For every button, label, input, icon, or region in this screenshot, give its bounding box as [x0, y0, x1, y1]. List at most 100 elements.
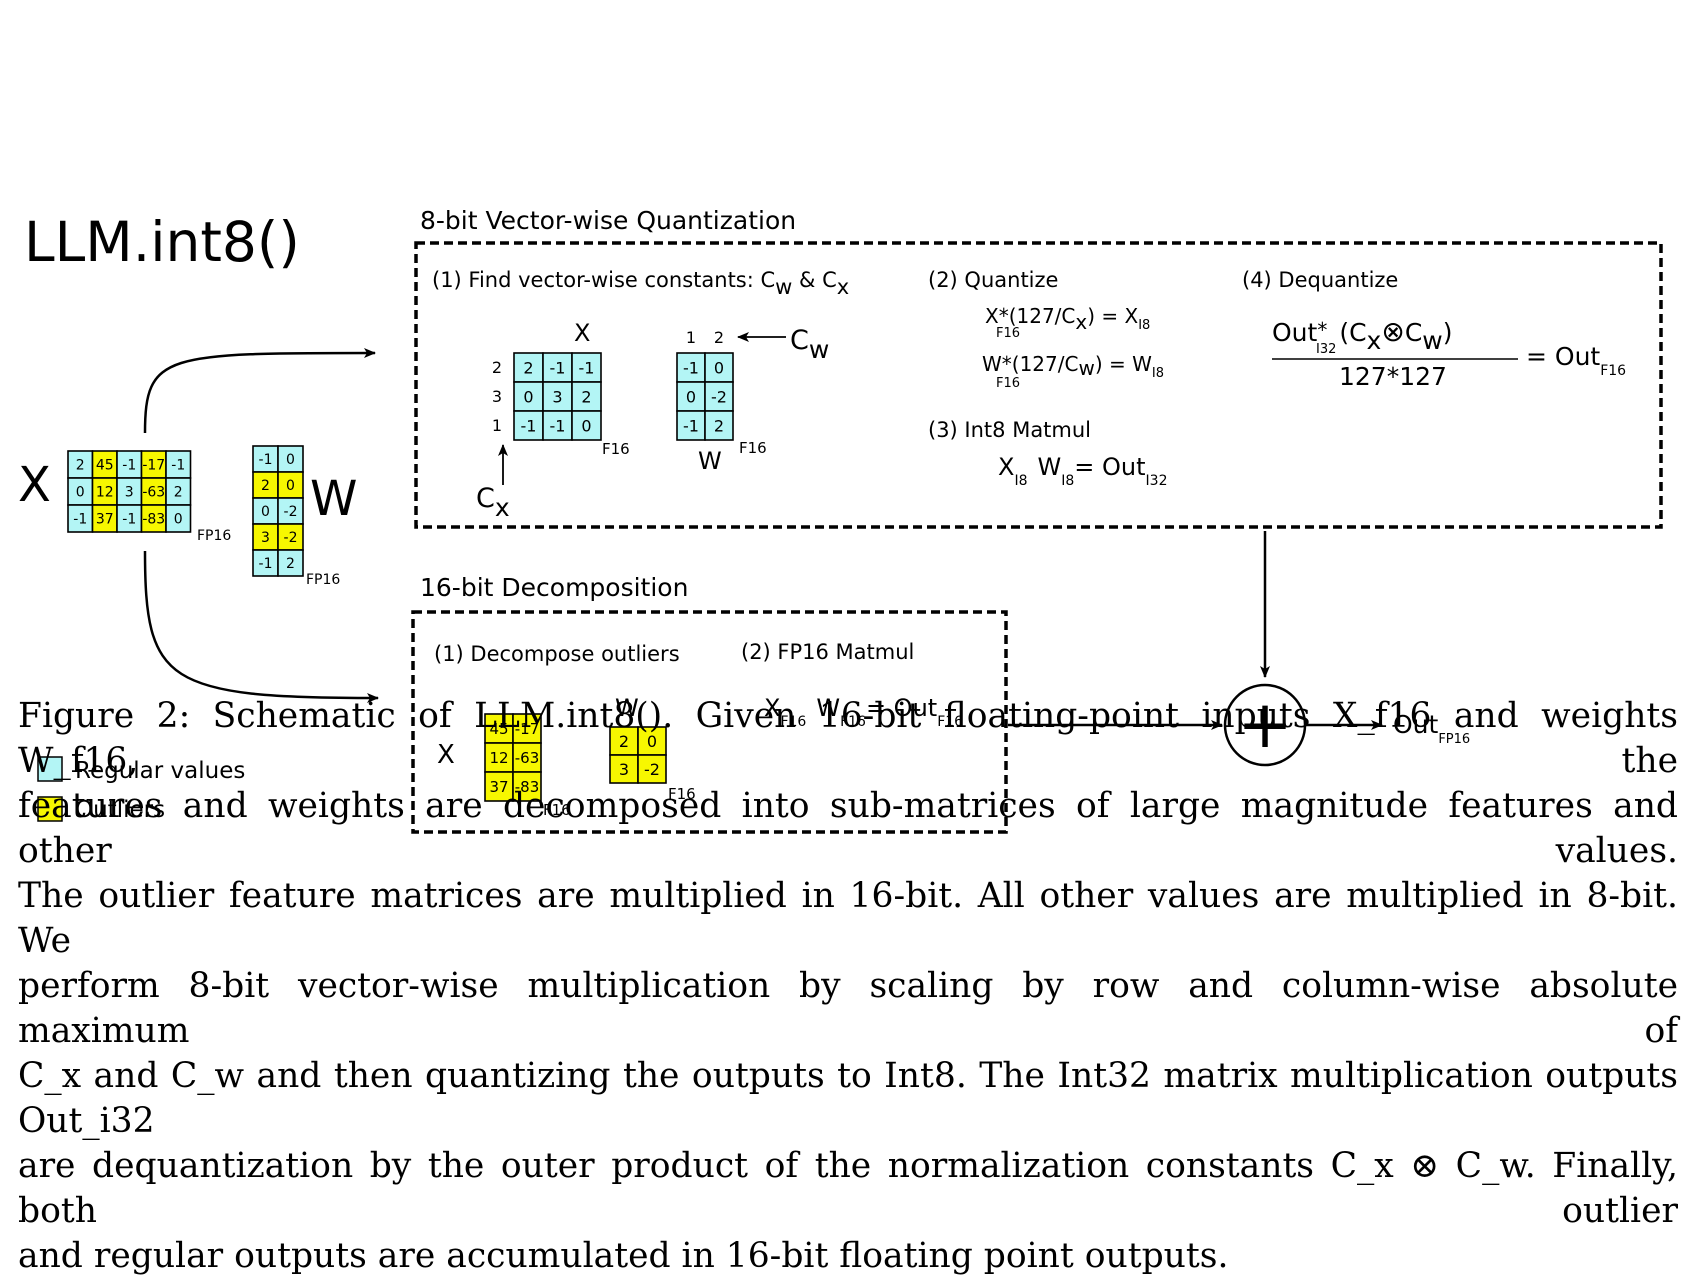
matrix-cell-value: 45 [489, 720, 508, 738]
decomp-step1: (1) Decompose outliers [434, 642, 680, 666]
dequant-result: = OutF16 [1526, 342, 1626, 379]
cx-label: Cx [476, 483, 510, 522]
arrow-to-quantization [143, 348, 376, 434]
quantize-w-eq: W*(127/Cw) = WI8 [982, 352, 1164, 381]
matrix-cell-value: -63 [515, 749, 540, 767]
decomp-w-label: W [615, 694, 639, 722]
matrix-cell [484, 771, 514, 802]
arrow-to-decomposition [143, 550, 379, 703]
quant-w-dtype: F16 [739, 439, 767, 457]
matrix-cell-value: 37 [96, 512, 114, 528]
matrix-cell-value: 2 [714, 416, 724, 435]
dequant-numerator-sub: I32 [1316, 342, 1336, 357]
scaling-constant: 2 [492, 358, 502, 377]
scaling-constant: 2 [714, 328, 724, 347]
matrix-cell-value: 2 [261, 478, 270, 494]
fp16-matmul-eq: XF16 WF16= OutF16 [764, 694, 963, 730]
decomp-title: 16-bit Decomposition [420, 573, 688, 602]
matrix-cell-value: 0 [174, 512, 183, 528]
matrix-cell-value: -1 [259, 556, 273, 572]
matrix-cell-value: -17 [515, 720, 540, 738]
figure-caption: Figure 2: Schematic of LLM.int8(). Given… [18, 694, 1678, 1279]
matrix-cell [637, 754, 667, 784]
matrix-cell-value: 2 [581, 387, 591, 406]
matrix-cell [252, 471, 279, 499]
input-x-matrix: 2 45 -1 -17 -1 0 12 3 -63 2 -1 37 -1 -83 0 [67, 450, 192, 533]
matrix-cell-value: 2 [523, 358, 533, 377]
matrix-cell-value: -1 [259, 452, 273, 468]
matrix-cell [116, 504, 143, 533]
matrix-cell [277, 471, 304, 499]
quantize-x-eq-sub: F16 [996, 326, 1020, 341]
matrix-cell-value: -1 [579, 358, 595, 377]
matrix-cell-value: -1 [73, 512, 87, 528]
legend-outlier-label: Outliers [75, 797, 165, 823]
matrix-cell-value: 0 [261, 504, 270, 520]
matrix-cell [252, 549, 279, 577]
matrix-cell [676, 410, 706, 441]
matrix-cell-value: -1 [521, 416, 537, 435]
caption-line: are dequantization by the outer product … [18, 1146, 1678, 1231]
quant-x-label: X [574, 319, 590, 347]
caption-line: features and weights are decomposed into… [18, 786, 1678, 871]
decomp-step2: (2) FP16 Matmul [741, 640, 914, 664]
matrix-cell [676, 352, 706, 383]
matrix-cell [704, 410, 734, 441]
figure-diagram: LLM.int8() X 2 45 -1 -17 -10 12 3 -63 2-1 37 -1 -83… [18, 206, 1663, 834]
matrix-cell-value: -1 [122, 512, 136, 528]
decomp-x-matrix: 45 -17 12 -63 37 -83 [484, 713, 542, 802]
scaling-constant: 1 [686, 328, 696, 347]
quant-step1: (1) Find vector-wise constants: Cw & Cx [432, 268, 849, 299]
figure-title: LLM.int8() [24, 210, 300, 274]
input-w-dtype: FP16 [306, 572, 340, 588]
quant-box [414, 241, 1663, 529]
matrix-cell-value: 0 [286, 478, 295, 494]
matrix-cell-value: 0 [76, 485, 85, 501]
matrix-cell [609, 754, 639, 784]
input-w-label: W [310, 471, 357, 527]
matrix-cell-value: -1 [171, 458, 185, 474]
dequant-numerator: Out* (Cx⊗Cw) [1272, 315, 1453, 355]
quant-title: 8-bit Vector-wise Quantization [420, 206, 796, 235]
decomp-x-label: X [437, 740, 455, 770]
input-x-label: X [18, 457, 51, 513]
legend-regular-label: Regular values [75, 758, 245, 784]
matrix-cell [140, 504, 167, 533]
matrix-cell-value: 0 [714, 358, 724, 377]
matrix-cell-value: -1 [122, 458, 136, 474]
matrix-cell [277, 445, 304, 473]
output-label: OutFP16 [1393, 710, 1470, 747]
decomp-w-matrix: 2 03 -2 [609, 726, 667, 784]
matrix-cell-value: 3 [261, 530, 270, 546]
matrix-cell-value: 3 [125, 485, 134, 501]
quant-x-dtype: F16 [602, 440, 630, 458]
matrix-cell-value: 12 [96, 485, 114, 501]
matrix-cell [542, 410, 573, 441]
matrix-cell-value: -83 [515, 778, 540, 796]
matrix-cell-value: -2 [711, 387, 727, 406]
int8-matmul-eq: XI8 WI8= OutI32 [998, 453, 1167, 489]
input-w-matrix: -1 02 00 -23 -2-1 2 [252, 445, 304, 577]
caption-line: Figure 2: Schematic of LLM.int8(). Given… [18, 696, 1678, 781]
legend-outlier-swatch [37, 796, 63, 822]
matrix-cell-value: 0 [523, 387, 533, 406]
quant-step3: (3) Int8 Matmul [928, 418, 1091, 442]
quant-w-matrix: -1 00 -2 -1 2 [676, 352, 734, 441]
caption-line: The outlier feature matrices are multipl… [18, 876, 1678, 961]
matrix-cell [91, 450, 118, 479]
quantize-x-eq: X*(127/Cx) = XI8 [985, 304, 1150, 334]
matrix-cell [277, 549, 304, 577]
matrix-cell-value: -63 [142, 485, 165, 501]
matrix-cell-value: 2 [286, 556, 295, 572]
decomp-w-dtype: F16 [668, 785, 696, 803]
matrix-cell-value: 3 [619, 760, 629, 779]
matrix-cell-value: 45 [96, 458, 114, 474]
matrix-cell-value: -2 [284, 530, 298, 546]
quant-w-label: W [698, 447, 722, 475]
matrix-cell [277, 523, 304, 551]
dequant-denominator: 127*127 [1339, 362, 1447, 391]
matrix-cell [512, 742, 542, 773]
sum-plus-icon: + [1237, 686, 1292, 763]
matrix-cell [571, 410, 602, 441]
